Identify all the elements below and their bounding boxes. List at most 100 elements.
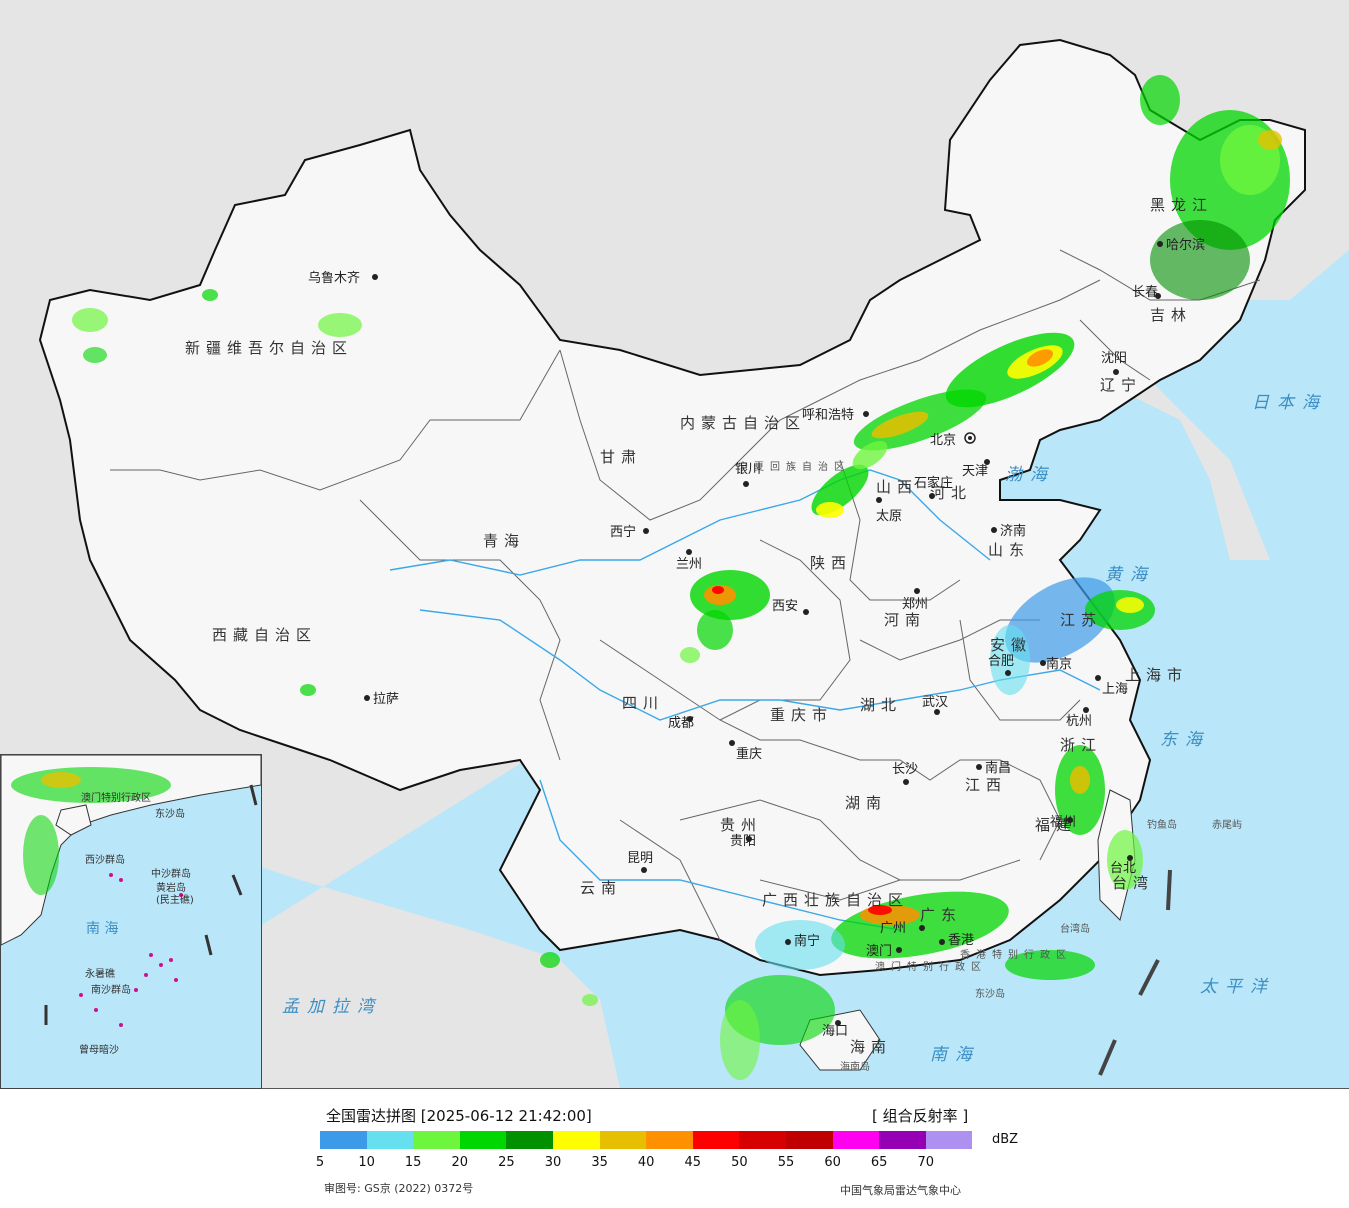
color-tick-label: 55 [777,1155,795,1170]
inset-label: 西沙群岛 [85,853,125,866]
province-label: 浙江 [1060,736,1102,754]
color-swatch [413,1131,460,1149]
province-label: 福建 [1035,816,1077,834]
color-swatch [646,1131,693,1149]
color-swatch [692,1131,740,1149]
island-label: 东沙岛 [975,987,1005,1000]
city-label: 重庆 [736,746,762,762]
province-label: 香港特别行政区 [960,948,1072,961]
color-tick-label: 15 [404,1155,422,1170]
province-label: 云南 [580,879,622,897]
city-label: 成都 [668,716,694,731]
province-label: 陕西 [810,554,852,572]
province-label: 湖北 [860,696,902,714]
color-tick-label: 5 [315,1155,325,1170]
city-labels: 乌鲁木齐 拉萨 西宁 兰州 银川 呼和浩特 北京 天津 石家庄 太原 济南 西安… [308,237,1205,1039]
city-label: 南宁 [794,933,820,949]
color-scale-ticks: 5 10 15 20 25 30 35 40 45 50 55 60 65 70 [316,1155,980,1173]
color-tick-label: 30 [544,1155,562,1170]
island-labels: 钓鱼岛 赤尾屿 台湾岛 东沙岛 海南岛 [840,818,1242,1073]
city-label: 天津 [962,464,988,479]
city-label: 福州 [1050,815,1076,830]
city-label: 贵阳 [730,834,756,849]
city-label: 呼和浩特 [802,408,854,423]
maritime-boundary [1098,869,1172,1076]
province-label: 山东 [988,541,1030,559]
sea-label: 东海 [1160,730,1210,750]
legend-title: 全国雷达拼图 [2025-06-12 21:42:00] [326,1107,592,1125]
city-label: 长春 [1132,285,1158,300]
color-swatch [739,1131,786,1149]
island-label: 赤尾屿 [1212,819,1242,831]
city-label: 银川 [735,462,761,477]
city-label: 乌鲁木齐 [308,270,360,286]
color-tick-label: 10 [358,1155,375,1170]
product-type: [ 组合反射率 ] [872,1107,969,1125]
province-label: 湖南 [845,794,887,812]
color-swatch [320,1131,367,1149]
province-label: 河北 [930,484,972,502]
color-tick-label: 70 [917,1155,935,1170]
province-label: 青海 [483,532,525,550]
japan-sea [1150,250,1349,560]
city-label: 西宁 [610,524,636,540]
color-swatch [366,1131,414,1149]
city-label: 郑州 [902,597,928,612]
city-label: 拉萨 [373,692,399,707]
inset-label: 曾母暗沙 [79,1043,119,1056]
color-tick-label: 60 [824,1155,841,1170]
city-label: 济南 [1000,523,1026,539]
china-land [38,38,1306,977]
sea-label: 孟加拉湾 [282,997,382,1017]
inset-label: 澳门特别行政区 [81,791,151,804]
inset-label: 南沙群岛 [91,983,131,996]
province-label: 黑龙江 [1150,196,1213,214]
inset-labels: 南 海 中沙群岛 南沙群岛 西沙群岛 黄岩岛 (民主礁) 永暑礁 曾母暗沙 东沙… [79,791,194,1056]
color-tick-label: 40 [637,1155,655,1170]
inset-label: 东沙岛 [155,807,185,820]
city-label: 合肥 [988,654,1014,669]
island-reefs [79,873,183,1027]
china-radar-map[interactable]: 新疆维吾尔自治区 西藏自治区 青海 甘肃 内蒙古自治区 黑龙江 吉林 辽宁 河北… [0,0,1349,1089]
province-labels: 新疆维吾尔自治区 西藏自治区 青海 甘肃 内蒙古自治区 黑龙江 吉林 辽宁 河北… [185,196,1213,1056]
city-label: 香港 [948,933,974,948]
province-label: 江西 [965,776,1007,794]
province-label: 广西壮族自治区 [762,891,909,909]
city-label: 台北 [1110,861,1136,876]
province-label: 甘肃 [600,448,642,466]
sea-labels: 渤海 黄海 东海 南海 太平洋 日本海 孟加拉湾 [282,393,1319,1065]
color-swatch [506,1131,553,1149]
city-label: 澳门 [866,943,892,959]
province-label: 海南 [850,1038,892,1056]
indochina-land [380,960,540,1088]
province-label: 河南 [884,611,926,629]
inset-label: 永暑礁 [85,967,115,980]
city-label: 沈阳 [1101,351,1127,366]
organization-name: 中国气象局雷达气象中心 [840,1184,961,1197]
city-label: 长沙 [892,762,918,777]
city-label: 南昌 [985,760,1011,776]
color-tick-label: 25 [498,1155,515,1170]
color-tick-label: 50 [731,1155,748,1170]
unit-label: dBZ [992,1132,1019,1147]
province-label: 辽宁 [1100,376,1142,394]
color-tick-label: 45 [684,1155,702,1170]
inset-svg: 南 海 中沙群岛 南沙群岛 西沙群岛 黄岩岛 (民主礁) 永暑礁 曾母暗沙 东沙… [1,755,261,1056]
province-label: 重庆市 [770,706,833,724]
color-swatch [785,1131,833,1149]
province-label: 台湾 [1112,874,1154,892]
color-swatch [832,1131,880,1149]
color-tick-label: 65 [870,1155,888,1170]
province-label: 澳门特别行政区 [875,960,987,973]
city-label: 兰州 [676,557,702,572]
inset-label: 南 海 [86,921,118,937]
city-label: 昆明 [627,851,653,866]
color-tick-label: 35 [591,1155,608,1170]
city-label: 西安 [772,599,798,614]
color-swatch [459,1131,507,1149]
city-label: 南京 [1046,656,1072,672]
province-label: 贵州 [720,816,762,834]
city-label: 太原 [876,509,902,524]
province-label: 江苏 [1060,611,1102,629]
